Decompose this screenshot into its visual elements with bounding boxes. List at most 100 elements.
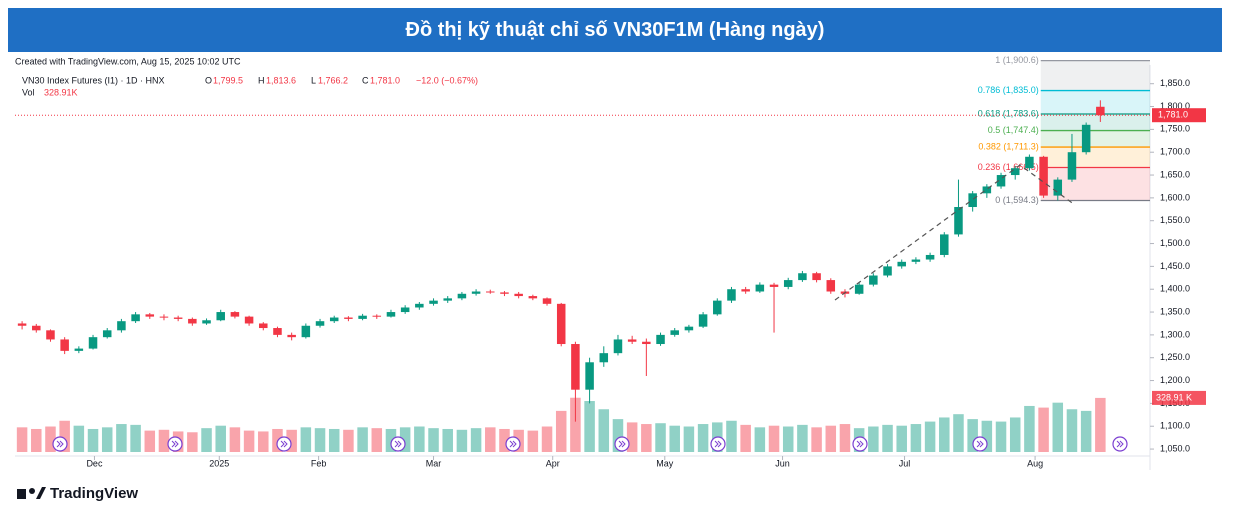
candle-body	[883, 266, 892, 276]
brand: TradingView	[17, 485, 138, 502]
logo-mark	[29, 488, 35, 494]
candle-body	[88, 337, 98, 349]
volume-bar	[555, 410, 567, 452]
candle-body	[954, 207, 963, 235]
y-tick-label: 1,800.0	[1160, 101, 1190, 111]
volume-bar	[158, 429, 170, 452]
fib-zone	[1040, 90, 1150, 115]
volume-bar	[87, 428, 99, 452]
volume-bar	[754, 427, 766, 452]
volume-bar	[31, 428, 42, 452]
candle-body	[741, 289, 750, 292]
candle-body	[755, 284, 765, 292]
candle-body	[514, 293, 523, 297]
candle-body	[117, 321, 126, 331]
y-tick-label: 1,250.0	[1160, 352, 1190, 362]
volume-bar	[896, 425, 907, 452]
volume-bar	[882, 424, 893, 452]
event-arrow	[171, 440, 179, 448]
candle-body	[996, 175, 1006, 187]
y-tick-label: 1,600.0	[1160, 192, 1190, 202]
event-arrow	[394, 440, 402, 448]
candle-body	[968, 193, 977, 208]
candle-body	[443, 298, 452, 301]
candle-body	[556, 303, 566, 345]
volume-bar	[1024, 405, 1035, 452]
candles	[17, 100, 1105, 422]
volume-bar	[414, 426, 425, 452]
candle-body	[812, 273, 821, 281]
volume-bar	[456, 429, 468, 452]
l-label: L	[311, 75, 316, 85]
volume-bar	[939, 417, 950, 452]
candle-body	[188, 318, 197, 324]
volume-bar	[286, 429, 297, 452]
volume-bar	[130, 424, 141, 452]
y-tick-label: 1,700.0	[1160, 147, 1190, 157]
x-tick-label: May	[656, 458, 674, 468]
x-tick-label: Jun	[775, 458, 790, 468]
y-tick-label: 1,750.0	[1160, 124, 1190, 134]
candle-body	[500, 292, 509, 294]
candle-body	[46, 330, 55, 340]
volume-bar	[910, 424, 922, 452]
c-label: C	[362, 75, 369, 85]
candle-body	[854, 284, 864, 294]
candle-body	[599, 353, 609, 363]
candle-body	[528, 296, 538, 299]
candle-body	[17, 323, 27, 326]
candle-body	[940, 234, 949, 255]
fib-zone	[1040, 147, 1150, 168]
event-arrow	[509, 440, 517, 448]
volume-bar	[101, 427, 113, 452]
volume-bar	[357, 427, 368, 452]
y-tick-label: 1,850.0	[1160, 78, 1190, 88]
candle-body	[571, 344, 580, 390]
candle-body	[897, 261, 906, 267]
volume-bar	[612, 419, 624, 452]
volume-bar	[924, 421, 936, 452]
volume-bar	[16, 427, 28, 452]
volume-bar	[399, 427, 411, 452]
candle-body	[542, 298, 552, 304]
y-tick-label: 1,550.0	[1160, 215, 1190, 225]
trend-line	[834, 164, 1076, 301]
x-tick-label: Dec	[86, 458, 103, 468]
volume-bar	[641, 424, 652, 452]
candle-body	[74, 348, 84, 351]
volume-bar	[797, 424, 808, 452]
vol-value: 328.91K	[44, 87, 78, 97]
fib-zone	[1040, 130, 1150, 148]
volume-bar	[187, 432, 198, 452]
volume-bar	[470, 428, 482, 452]
volume-bar	[839, 424, 851, 452]
h-value: 1,813.6	[266, 75, 296, 85]
candle-body	[713, 300, 722, 315]
fib-label: 0.236 (1,666.5)	[978, 162, 1039, 172]
candle-body	[301, 325, 311, 338]
candle-body	[798, 273, 807, 281]
symbol: VN30 Index Futures (I1) · 1D · HNX	[22, 75, 165, 85]
candle-body	[613, 339, 623, 354]
logo-mark	[36, 487, 46, 499]
volume-bar	[995, 421, 1007, 452]
volume-bar	[669, 425, 680, 452]
y-tick-label: 1,350.0	[1160, 306, 1190, 316]
candle-body	[315, 321, 325, 326]
created-note: Created with TradingView.com, Aug 15, 20…	[15, 56, 241, 66]
y-tick-label: 1,500.0	[1160, 238, 1190, 248]
volume-bar	[726, 420, 737, 452]
volume-bars	[16, 397, 1106, 452]
y-tick-label: 1,300.0	[1160, 329, 1190, 339]
volume-bar	[655, 423, 666, 452]
candle-body	[1039, 156, 1048, 196]
candle-body	[244, 316, 254, 324]
volume-bar	[201, 428, 212, 452]
volume-bar	[45, 426, 56, 452]
candle-body	[415, 303, 424, 308]
candle-body	[32, 325, 41, 331]
volume-bar	[740, 424, 751, 452]
legend: VN30 Index Futures (I1) · 1D · HNX O 1,7…	[22, 75, 478, 97]
candle-body	[60, 339, 69, 351]
candle-body	[358, 315, 367, 319]
